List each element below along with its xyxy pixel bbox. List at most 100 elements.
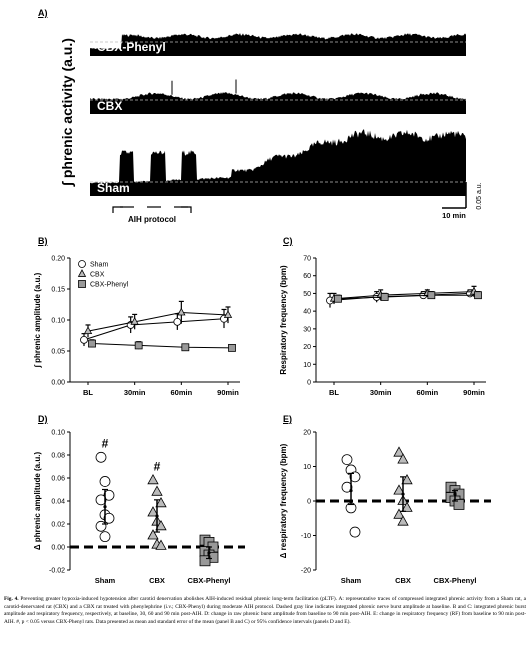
x-tick-label: CBX-Phenyl xyxy=(188,576,231,585)
x-tick-label: CBX xyxy=(395,576,411,585)
y-tick-label: -0.02 xyxy=(49,568,65,575)
mean-marker xyxy=(453,492,457,496)
x-tick-label: 60min xyxy=(416,388,438,397)
data-point xyxy=(103,512,115,524)
y-tick-label: 30 xyxy=(303,326,311,333)
y-axis-label: Respiratory frequency (bpm) xyxy=(279,265,288,375)
y-tick-label: 0.04 xyxy=(51,499,65,506)
data-point xyxy=(147,529,159,540)
y-axis-label: ∫ phrenic amplitude (a.u.) xyxy=(33,272,42,368)
y-tick-label: 20 xyxy=(303,430,311,437)
trace-label: Sham xyxy=(97,181,130,195)
x-tick-label: 30min xyxy=(124,388,146,397)
data-point xyxy=(147,506,159,517)
caption-text: Preventing greater hypoxia-induced hypot… xyxy=(4,596,526,625)
x-tick-label: BL xyxy=(83,388,93,397)
data-point xyxy=(88,339,96,348)
chart-panel-b: 0.00 0.05 0.10 0.15 0.20 BL 30min 60min 90min ∫ p… xyxy=(33,256,240,397)
scale-x-label: 10 min xyxy=(442,211,466,220)
x-tick-label: 90min xyxy=(217,388,239,397)
data-point xyxy=(181,343,190,352)
data-point xyxy=(134,341,143,350)
trace-label: CBX-Phenyl xyxy=(97,40,166,54)
series-line xyxy=(91,343,233,349)
panel-label-a: A) xyxy=(38,8,48,18)
mean-marker xyxy=(155,514,159,518)
data-point xyxy=(155,496,167,508)
data-point xyxy=(453,499,465,510)
data-point xyxy=(228,344,236,352)
legend-marker xyxy=(78,260,86,268)
y-tick-label: 0.00 xyxy=(51,545,65,552)
mean-marker xyxy=(401,492,405,496)
data-point xyxy=(341,481,353,493)
series-line xyxy=(83,318,225,341)
y-tick-label: 0.10 xyxy=(51,318,65,325)
panel-a-ylabel: ∫ phrenic activity (a.u.) xyxy=(59,38,76,187)
legend-marker xyxy=(77,269,87,277)
y-tick-label: -20 xyxy=(301,568,311,575)
mean-marker xyxy=(207,551,211,555)
y-tick-label: 0.06 xyxy=(51,476,65,483)
data-point xyxy=(199,555,211,567)
data-point xyxy=(155,539,167,550)
data-point xyxy=(393,484,405,495)
aih-protocol-label: AIH protocol xyxy=(128,215,176,224)
legend-label: CBX xyxy=(90,272,105,279)
scale-y-label: 0.05 a.u. xyxy=(476,182,483,209)
data-point xyxy=(393,508,405,519)
mean-marker xyxy=(349,489,353,493)
caption-label: Fig. 4. xyxy=(4,596,19,602)
y-tick-label: 0.10 xyxy=(51,430,65,437)
data-point xyxy=(223,310,233,318)
data-point xyxy=(474,291,482,300)
data-point xyxy=(147,473,159,485)
y-tick-label: 40 xyxy=(303,309,311,316)
legend-label: Sham xyxy=(90,262,108,269)
data-point xyxy=(393,446,405,457)
data-point xyxy=(334,294,342,303)
data-point xyxy=(173,317,182,326)
trace-label: CBX xyxy=(97,99,122,113)
trace-cbx-phenyl xyxy=(90,33,466,56)
data-point xyxy=(427,291,436,300)
y-tick-label: 70 xyxy=(303,256,311,263)
y-tick-label: 0.05 xyxy=(51,349,65,356)
x-tick-label: 30min xyxy=(370,388,392,397)
y-tick-label: 0.00 xyxy=(51,380,65,387)
series-line xyxy=(87,312,229,332)
x-tick-label: Sham xyxy=(95,576,116,585)
chart-panel-c: 0 10 20 30 40 50 60 70 BL 30min 60min 90min Respirat… xyxy=(279,256,486,397)
y-tick-label: 10 xyxy=(303,464,311,471)
legend-label: CBX-Phenyl xyxy=(90,282,129,289)
y-axis-label: Δ phrenic amplitude (a.u.) xyxy=(33,452,42,551)
data-point xyxy=(95,494,107,506)
data-point xyxy=(380,293,389,301)
x-tick-label: BL xyxy=(329,388,339,397)
mean-marker xyxy=(103,505,107,509)
data-point xyxy=(349,471,361,483)
data-point xyxy=(103,489,115,501)
data-point xyxy=(341,454,353,465)
data-point xyxy=(99,476,111,487)
data-point xyxy=(401,501,413,512)
data-point xyxy=(95,451,107,463)
aih-protocol-bracket xyxy=(112,206,192,213)
y-tick-label: 0.15 xyxy=(51,287,65,294)
legend-marker xyxy=(78,280,86,288)
data-point xyxy=(349,526,361,538)
series-line xyxy=(333,291,475,300)
trace-cbx xyxy=(90,92,466,114)
series-line xyxy=(337,294,478,300)
x-tick-label: 90min xyxy=(463,388,485,397)
panel-label-b: B) xyxy=(38,236,48,246)
y-axis-label: Δ respiratory frequency (bpm) xyxy=(279,443,288,558)
y-tick-label: 60 xyxy=(303,273,311,280)
data-point xyxy=(397,515,409,526)
x-tick-label: 60min xyxy=(170,388,192,397)
panel-label-d: D) xyxy=(38,414,48,424)
trace-group: CBX-Phenyl CBX Sham xyxy=(90,33,466,196)
y-tick-label: 0.08 xyxy=(51,453,65,460)
significance-marker: # xyxy=(102,436,109,450)
y-tick-label: 20 xyxy=(303,344,311,351)
